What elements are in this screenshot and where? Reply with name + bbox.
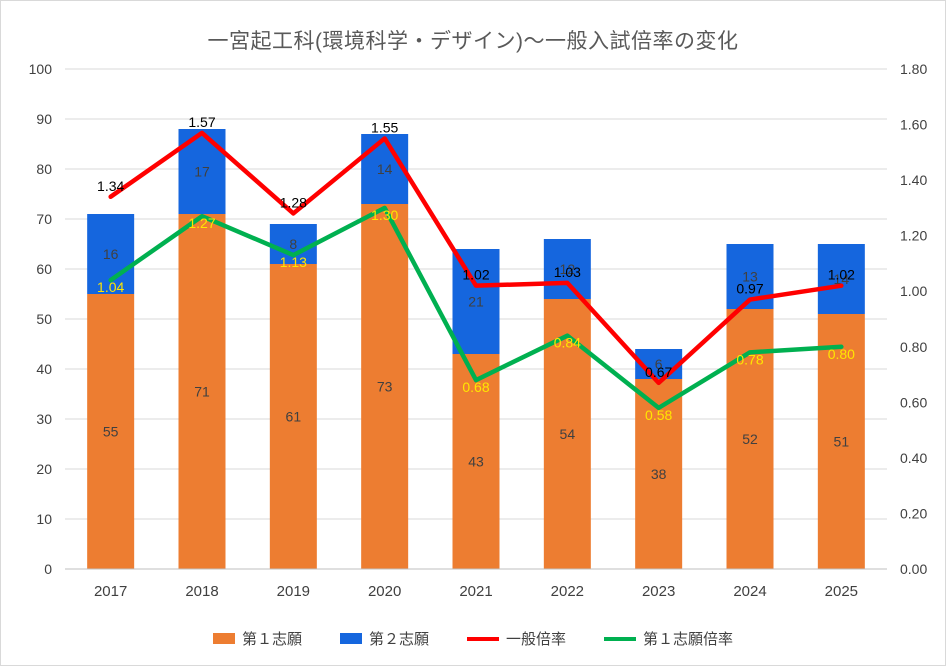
legend-swatch-first-choice-rate [604, 636, 637, 641]
line-label-general-rate: 1.55 [371, 119, 398, 135]
bar-segment-second-choice [543, 239, 591, 299]
line-label-first-choice-rate: 0.84 [554, 335, 581, 351]
left-axis-tick: 90 [36, 111, 52, 127]
right-axis-tick: 0.20 [900, 505, 927, 521]
left-axis-tick: 100 [29, 61, 53, 77]
left-axis-tick: 0 [44, 561, 52, 577]
bar-segment-first-choice [361, 204, 409, 569]
x-axis-label: 2018 [185, 583, 218, 600]
x-axis-label: 2022 [551, 583, 584, 600]
bar-segment-first-choice [817, 314, 865, 569]
right-axis-tick: 0.60 [900, 394, 927, 410]
legend-swatch-general-rate [467, 636, 499, 641]
bar-label-first-choice: 73 [377, 379, 393, 395]
left-axis-tick: 40 [36, 361, 52, 377]
bar-label-first-choice: 55 [103, 424, 119, 440]
line-label-general-rate: 1.34 [97, 178, 124, 194]
x-axis-label: 2023 [642, 583, 675, 600]
right-axis-tick: 1.80 [900, 61, 927, 77]
right-axis-tick: 0.00 [900, 561, 927, 577]
legend-label-first-choice: 第１志願 [241, 631, 302, 648]
legend-item-general-rate: 一般倍率 [467, 628, 566, 649]
line-label-general-rate: 1.57 [188, 114, 215, 130]
left-axis-tick: 80 [36, 161, 52, 177]
line-label-first-choice-rate: 1.30 [371, 207, 398, 223]
line-label-first-choice-rate: 0.58 [645, 407, 672, 423]
left-axis-tick: 50 [36, 311, 52, 327]
line-label-general-rate: 0.97 [736, 281, 763, 297]
bar-label-first-choice: 54 [560, 426, 576, 442]
right-axis-tick: 1.00 [900, 283, 927, 299]
legend-item-second-choice: 第２志願 [339, 628, 429, 649]
line-label-general-rate: 0.67 [645, 364, 672, 380]
right-axis-tick: 0.80 [900, 339, 927, 355]
line-label-general-rate: 1.02 [828, 267, 855, 283]
legend: 第１志願 第２志願 一般倍率 第１志願倍率 [1, 628, 945, 649]
line-label-first-choice-rate: 1.13 [280, 254, 307, 270]
bar-label-second-choice: 14 [834, 271, 850, 287]
x-axis-label: 2019 [277, 583, 310, 600]
right-axis-tick: 0.40 [900, 450, 927, 466]
bar-label-first-choice: 61 [286, 409, 302, 425]
legend-swatch-first-choice [212, 633, 235, 644]
bar-label-second-choice: 21 [468, 294, 484, 310]
chart-title: 一宮起工科(環境科学・デザイン)～一般入試倍率の変化 [207, 30, 739, 53]
bar-segment-first-choice [269, 264, 317, 569]
bar-segment-first-choice [178, 214, 226, 569]
line-label-first-choice-rate: 0.78 [736, 351, 763, 367]
left-axis-tick: 70 [36, 211, 52, 227]
line-label-general-rate: 1.02 [462, 267, 489, 283]
bar-label-second-choice: 8 [289, 236, 297, 252]
line-label-general-rate: 1.03 [554, 264, 581, 280]
x-axis-label: 2020 [368, 583, 401, 600]
legend-swatch-second-choice [339, 633, 362, 644]
line-general-rate [108, 130, 844, 386]
legend-item-first-choice: 第１志願 [212, 628, 302, 649]
bar-segment-second-choice [361, 134, 409, 204]
bar-segment-first-choice [452, 354, 500, 569]
bar-label-second-choice: 12 [560, 261, 576, 277]
left-axis-tick: 10 [36, 511, 52, 527]
legend-label-general-rate: 一般倍率 [506, 631, 567, 648]
bar-label-first-choice: 51 [834, 434, 850, 450]
x-axis-label: 2024 [733, 583, 766, 600]
right-axis-tick: 1.60 [900, 117, 927, 133]
bar-label-first-choice: 52 [742, 431, 758, 447]
bar-label-second-choice: 14 [377, 161, 393, 177]
bar-segment-first-choice [635, 379, 683, 569]
x-axis-label: 2017 [94, 583, 127, 600]
legend-label-second-choice: 第２志願 [368, 631, 429, 648]
line-label-general-rate: 1.28 [280, 194, 307, 210]
right-axis-tick: 1.20 [900, 228, 927, 244]
bar-label-second-choice: 13 [742, 269, 758, 285]
legend-item-first-choice-rate: 第１志願倍率 [604, 628, 733, 649]
bar-label-second-choice: 16 [103, 246, 119, 262]
left-axis-tick: 30 [36, 411, 52, 427]
bar-segment-first-choice [87, 294, 135, 569]
x-axis-label: 2025 [825, 583, 858, 600]
right-axis-tick: 1.40 [900, 172, 927, 188]
line-label-first-choice-rate: 1.04 [97, 279, 124, 295]
line-first-choice-rate [108, 205, 844, 411]
bar-label-second-choice: 6 [655, 356, 663, 372]
bar-segment-second-choice [452, 249, 500, 354]
x-axis-label: 2021 [459, 583, 492, 600]
legend-label-first-choice-rate: 第１志願倍率 [643, 631, 734, 648]
left-axis-tick: 60 [36, 261, 52, 277]
bar-segment-second-choice [817, 244, 865, 314]
bar-label-first-choice: 38 [651, 466, 667, 482]
bar-label-second-choice: 17 [194, 164, 210, 180]
left-axis-tick: 20 [36, 461, 52, 477]
line-label-first-choice-rate: 1.27 [188, 215, 215, 231]
line-label-first-choice-rate: 0.80 [828, 346, 855, 362]
bar-label-first-choice: 43 [468, 454, 484, 470]
line-label-first-choice-rate: 0.68 [462, 379, 489, 395]
bar-label-first-choice: 71 [194, 384, 210, 400]
